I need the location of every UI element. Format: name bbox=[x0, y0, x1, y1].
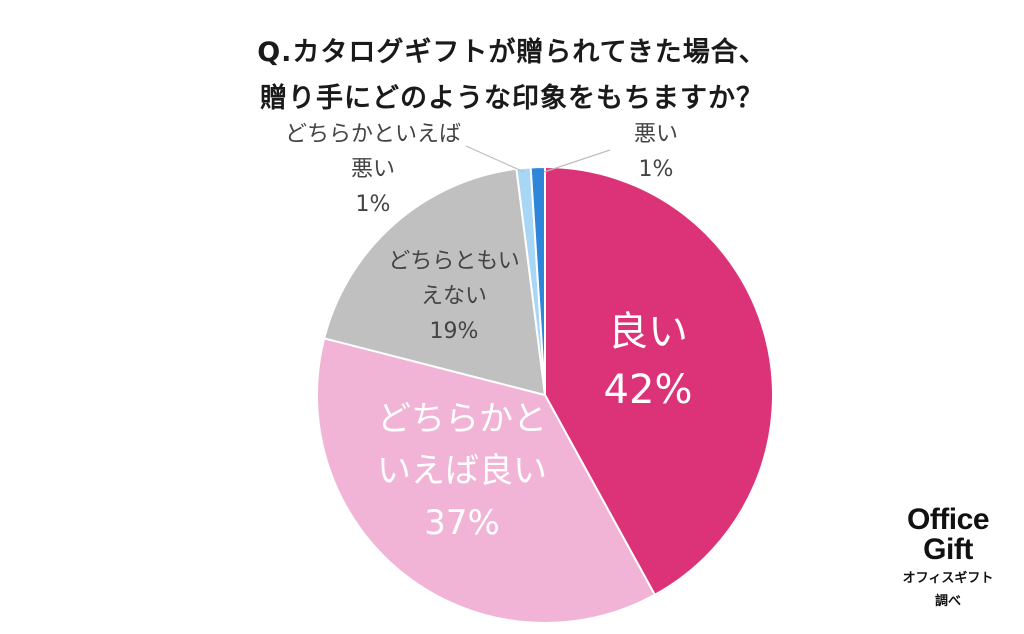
chart-title-line-2: 贈り手にどのような印象をもちますか？ bbox=[260, 83, 764, 114]
slice-label-3: どちらかといえば悪い 1% bbox=[285, 122, 461, 217]
chart-title: Q.カタログギフトが贈られてきた場合、 贈り手にどのような印象をもちますか？ bbox=[0, 30, 1024, 122]
pie-slice-4 bbox=[529, 165, 546, 396]
pie-slice-0 bbox=[544, 165, 774, 597]
slice-label-2: どちらともいえない 19% bbox=[388, 249, 520, 344]
slice-value-label-2: 19% bbox=[430, 319, 479, 344]
office-gift-logo: Office Gift オフィスギフト 調べ bbox=[888, 505, 1008, 611]
slice-name-label-3: どちらかといえば bbox=[285, 122, 461, 147]
slice-value-label-4: 1% bbox=[639, 157, 674, 182]
slice-name-label-4: 悪い bbox=[634, 122, 678, 147]
slice-label-0: 良い 42% bbox=[604, 309, 693, 413]
slice-value-label-1: 37% bbox=[424, 503, 500, 543]
leader-line-3 bbox=[465, 145, 525, 173]
slice-label-4: 悪い 1% bbox=[634, 122, 678, 182]
slice-name-label-2: どちらともい bbox=[388, 249, 520, 274]
slice-name-label-1: いえば良い bbox=[377, 451, 547, 491]
slice-name-label-2: えない bbox=[421, 284, 487, 309]
leader-line-4 bbox=[543, 149, 611, 173]
slice-label-1: どちらかといえば良い 37% bbox=[377, 399, 547, 543]
brand-name-line-2: Gift bbox=[923, 533, 973, 566]
brand-subtitle-line-1: オフィスギフト bbox=[902, 571, 994, 586]
slice-name-label-3: 悪い bbox=[351, 157, 395, 182]
slice-name-label-0: 良い bbox=[608, 309, 688, 355]
pie-slice-1 bbox=[316, 337, 657, 624]
chart-title-line-1: Q.カタログギフトが贈られてきた場合、 bbox=[257, 37, 767, 68]
pie-slice-2 bbox=[322, 167, 547, 397]
slice-name-label-1: どちらかと bbox=[377, 399, 547, 439]
slice-labels: 良い 42%どちらかといえば良い 37%どちらともいえない 19%どちらかといえば悪い… bbox=[285, 122, 692, 543]
leader-lines bbox=[465, 145, 611, 173]
slice-value-label-0: 42% bbox=[604, 367, 693, 413]
pie-slices bbox=[316, 165, 774, 624]
brand-name-line-1: Office bbox=[906, 503, 990, 536]
slice-value-label-3: 1% bbox=[356, 192, 391, 217]
brand-subtitle-line-2: 調べ bbox=[934, 594, 961, 609]
